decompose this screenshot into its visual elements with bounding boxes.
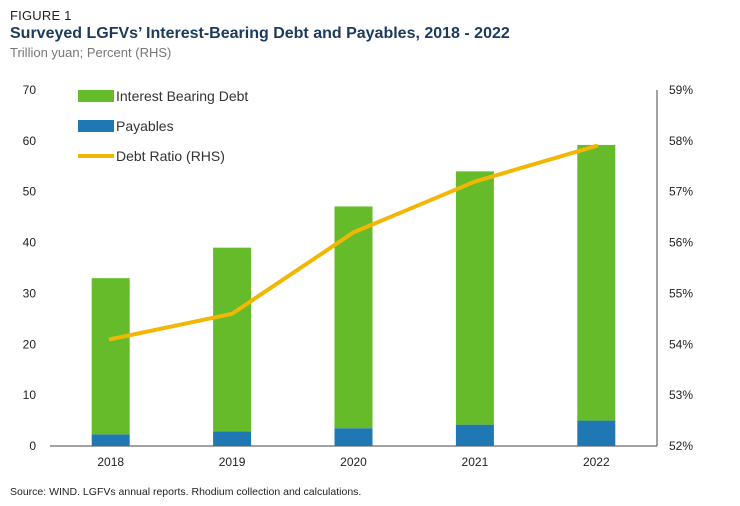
debt-ratio-line-layer bbox=[108, 143, 599, 342]
left-tick-label: 50 bbox=[23, 185, 37, 199]
debt-ratio-point-2020 bbox=[352, 230, 355, 234]
right-tick-label: 59% bbox=[669, 83, 693, 97]
left-tick-label: 10 bbox=[23, 388, 37, 402]
bar-interest-bearing-debt-2018 bbox=[91, 278, 130, 435]
x-tick-label: 2021 bbox=[462, 455, 489, 469]
bar-payables-2020 bbox=[334, 428, 373, 446]
x-tick-label: 2019 bbox=[219, 455, 246, 469]
bar-payables-2022 bbox=[577, 420, 616, 446]
left-tick-label: 0 bbox=[29, 439, 36, 453]
bars bbox=[91, 144, 616, 446]
legend-swatch-interest-bearing-debt bbox=[78, 90, 114, 102]
x-tick-label: 2022 bbox=[583, 455, 610, 469]
left-tick-label: 70 bbox=[23, 83, 37, 97]
left-tick-label: 20 bbox=[23, 337, 37, 351]
x-tick-label: 2018 bbox=[97, 455, 124, 469]
left-tick-label: 60 bbox=[23, 134, 37, 148]
legend-label: Debt Ratio (RHS) bbox=[116, 148, 225, 164]
debt-ratio-point-2021 bbox=[473, 180, 477, 184]
figure-label: FIGURE 1 bbox=[10, 8, 72, 23]
right-axis-ticks: 52% 53% 54% 55% 56% 57% 58% 59% bbox=[669, 83, 693, 453]
legend-label: Interest Bearing Debt bbox=[116, 88, 248, 104]
bar-interest-bearing-debt-2022 bbox=[577, 144, 616, 421]
chart-title: Surveyed LGFVs’ Interest-Bearing Debt an… bbox=[10, 25, 510, 42]
bar-interest-bearing-debt-2020 bbox=[334, 206, 373, 429]
right-tick-label: 52% bbox=[669, 439, 693, 453]
bar-interest-bearing-debt-2019 bbox=[213, 247, 252, 432]
right-tick-label: 55% bbox=[669, 286, 693, 300]
bar-payables-2019 bbox=[213, 431, 252, 446]
debt-ratio-point-2022 bbox=[594, 144, 598, 148]
source-note: Source: WIND. LGFVs annual reports. Rhod… bbox=[10, 486, 362, 498]
bar-interest-bearing-debt-2021 bbox=[455, 171, 494, 425]
right-tick-label: 58% bbox=[669, 134, 693, 148]
debt-ratio-point-2018 bbox=[109, 337, 113, 341]
legend: Interest Bearing Debt Payables Debt Ratio … bbox=[78, 88, 248, 164]
chart-subtitle: Trillion yuan; Percent (RHS) bbox=[10, 45, 172, 60]
left-tick-label: 30 bbox=[23, 286, 37, 300]
figure-header: FIGURE 1 Surveyed LGFVs’ Interest-Bearin… bbox=[10, 8, 730, 60]
legend-swatch-payables bbox=[78, 120, 114, 132]
left-axis-ticks: 0 10 20 30 40 50 60 70 bbox=[23, 83, 37, 453]
legend-label: Payables bbox=[116, 118, 174, 134]
bar-payables-2018 bbox=[91, 434, 130, 446]
debt-ratio-point-2019 bbox=[230, 312, 234, 316]
bar-payables-2021 bbox=[455, 424, 494, 446]
x-axis-labels: 2018 2019 2020 2021 2022 bbox=[97, 455, 610, 469]
right-tick-label: 56% bbox=[669, 236, 693, 250]
right-tick-label: 54% bbox=[669, 337, 693, 351]
right-tick-label: 53% bbox=[669, 388, 693, 402]
right-tick-label: 57% bbox=[669, 185, 693, 199]
x-tick-label: 2020 bbox=[340, 455, 367, 469]
left-tick-label: 40 bbox=[23, 236, 37, 250]
